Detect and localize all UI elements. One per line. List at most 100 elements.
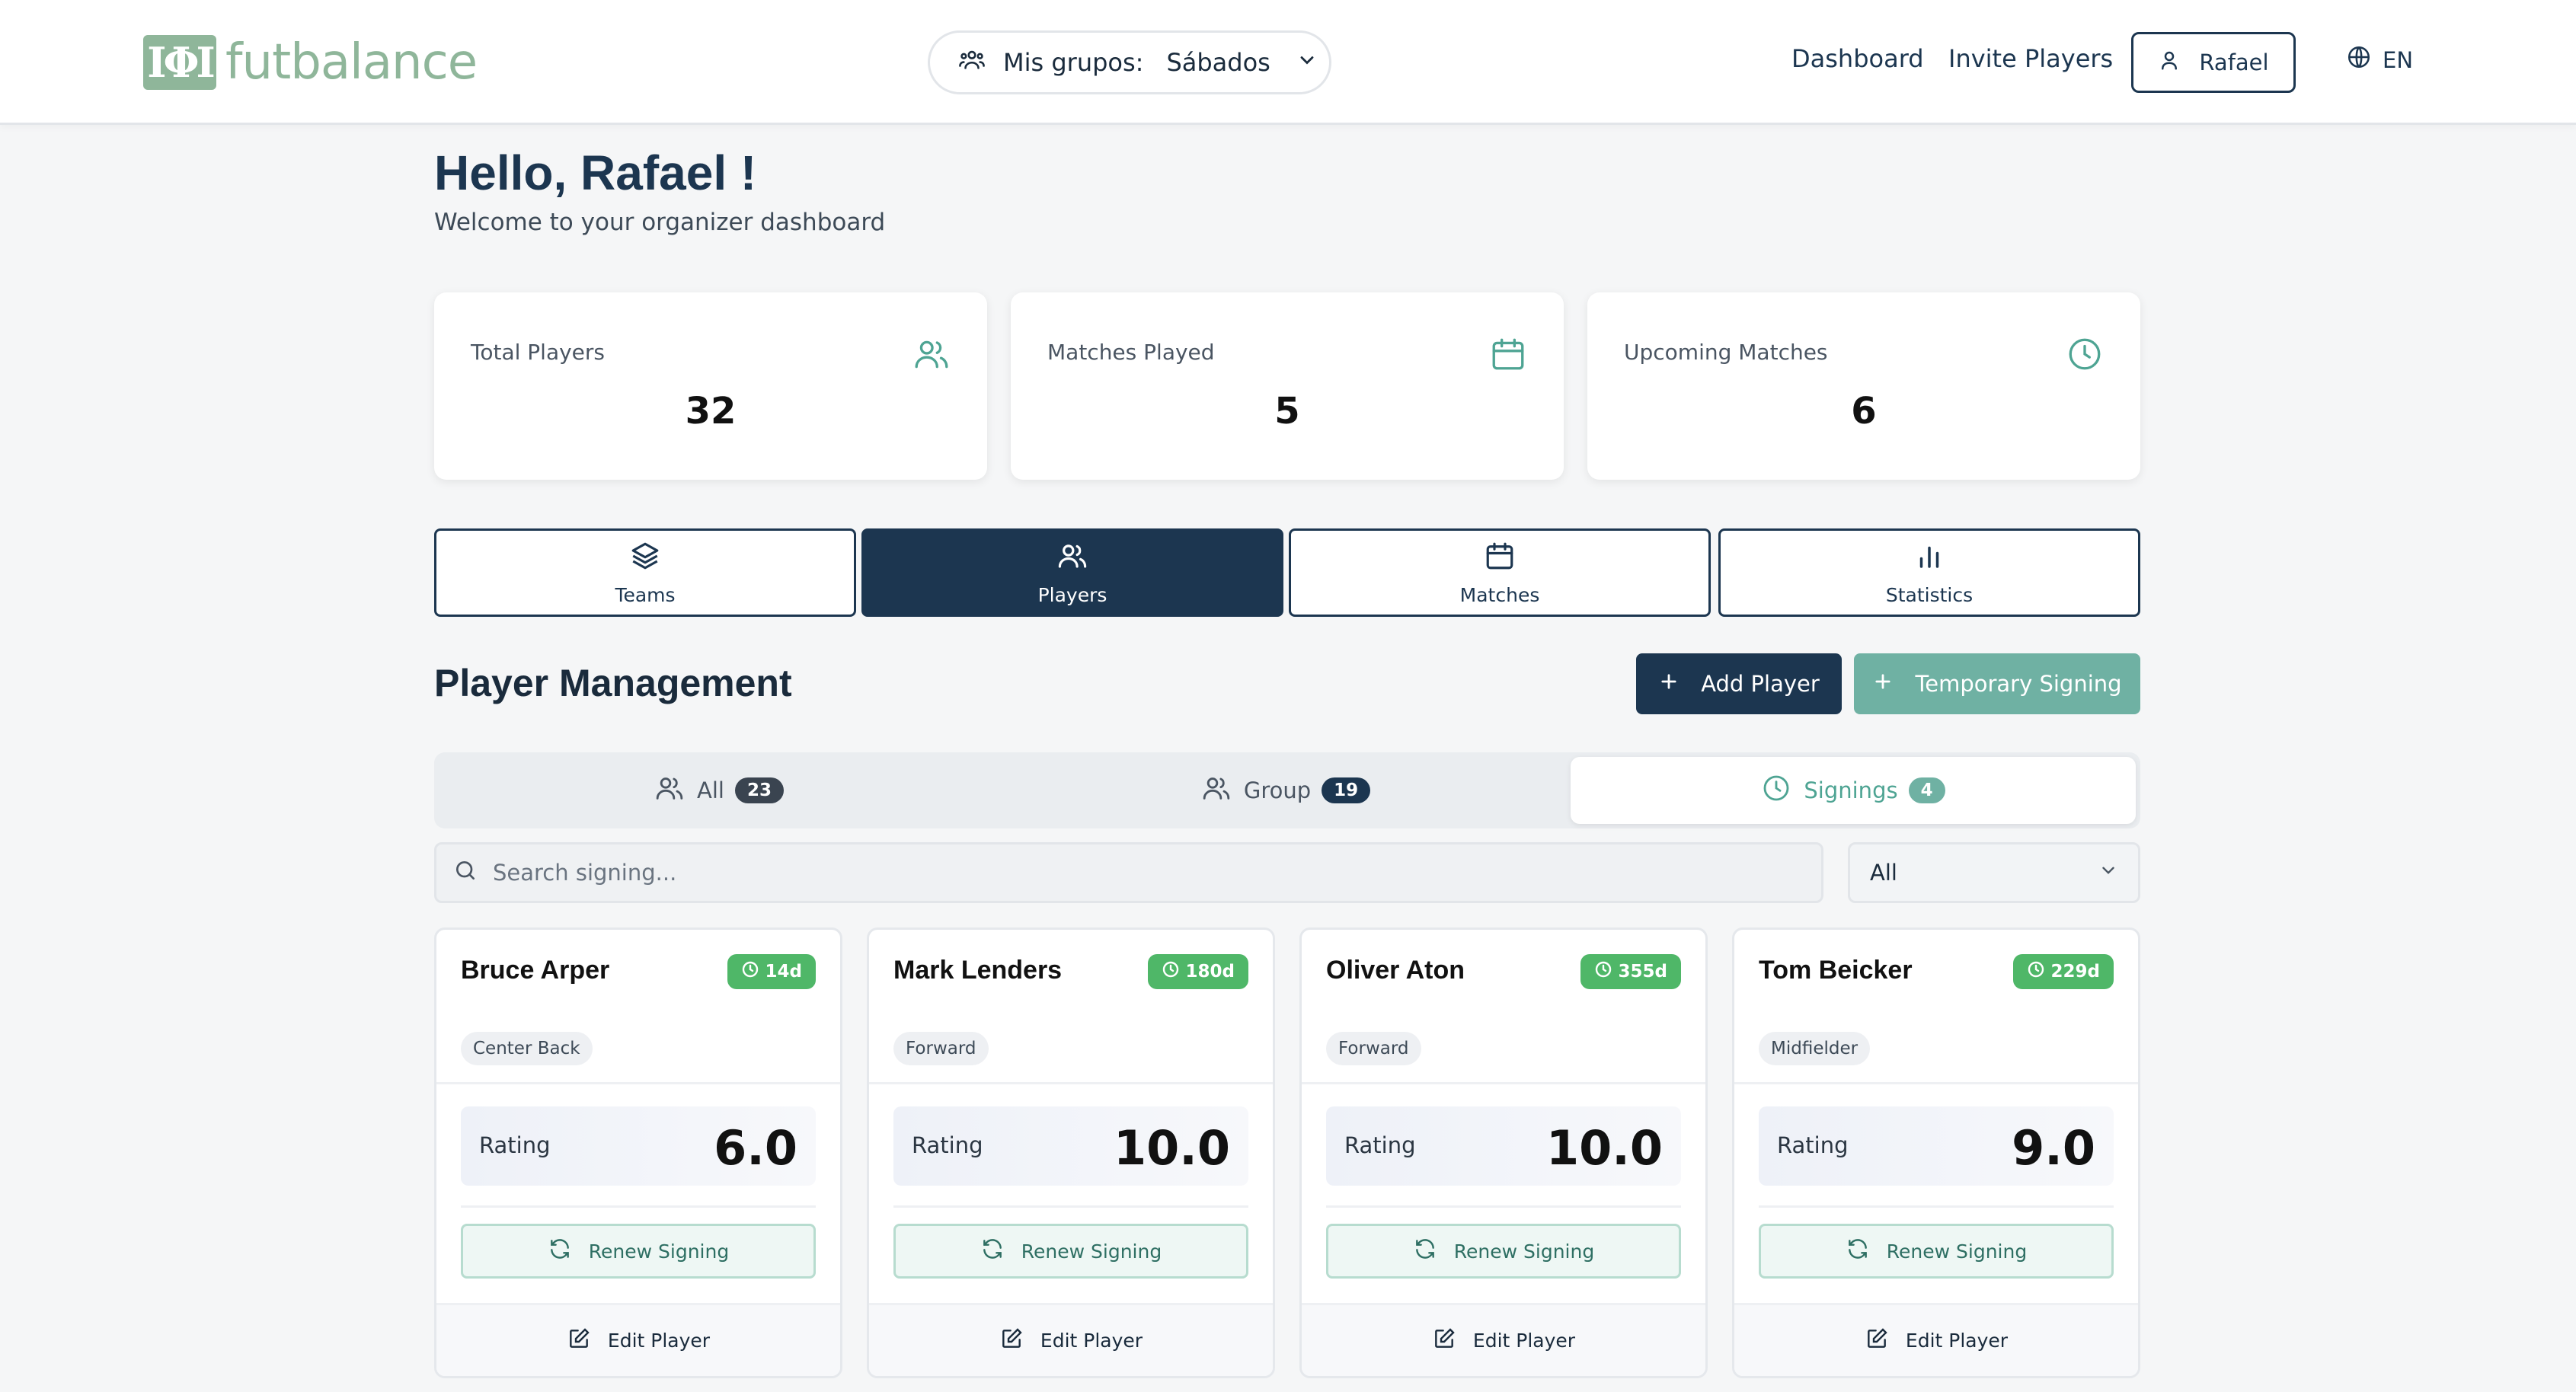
player-name: Mark Lenders [893, 956, 1063, 985]
rating-value: 10.0 [1546, 1120, 1663, 1176]
count-badge: 19 [1322, 777, 1371, 803]
renew-signing-button[interactable]: Renew Signing [893, 1224, 1248, 1279]
rating-label: Rating [479, 1132, 551, 1158]
filter-label: Group [1243, 777, 1312, 803]
days-remaining: 229d [2050, 962, 2100, 982]
rating-value: 6.0 [714, 1120, 797, 1176]
renew-signing-button[interactable]: Renew Signing [461, 1224, 816, 1279]
tab-teams[interactable]: Teams [434, 528, 856, 617]
renew-signing-button[interactable]: Renew Signing [1326, 1224, 1681, 1279]
stat-value: 5 [1274, 390, 1300, 433]
edit-player-button[interactable]: Edit Player [1734, 1303, 2138, 1376]
filter-tab-group[interactable]: Group 19 [1005, 757, 1566, 824]
days-remaining: 14d [765, 962, 802, 982]
layers-icon [629, 540, 661, 576]
filter-label: Signings [1804, 777, 1898, 803]
plus-icon [1872, 671, 1894, 698]
position-tag: Center Back [461, 1032, 593, 1065]
page-subtitle: Welcome to your organizer dashboard [434, 209, 886, 236]
user-menu-button[interactable]: Rafael [2131, 32, 2296, 93]
filter-tab-signings[interactable]: Signings 4 [1571, 757, 2136, 824]
rating-value: 9.0 [2012, 1120, 2095, 1176]
edit-icon [1432, 1327, 1456, 1355]
clock-icon [2027, 960, 2045, 983]
renew-label: Renew Signing [1453, 1240, 1595, 1263]
days-remaining: 355d [1618, 962, 1667, 982]
calendar-icon [1484, 540, 1516, 576]
user-icon [2158, 49, 2181, 77]
temporary-signing-button[interactable]: Temporary Signing [1854, 653, 2140, 714]
users-icon [1201, 773, 1232, 809]
refresh-icon [548, 1237, 572, 1266]
rating-box: Rating 6.0 [461, 1106, 816, 1186]
logo-mark-icon: IΦI [143, 35, 216, 90]
rating-value: 10.0 [1114, 1120, 1230, 1176]
position-tag: Forward [893, 1032, 989, 1065]
add-player-button[interactable]: Add Player [1636, 653, 1842, 714]
clock-icon [741, 960, 759, 983]
search-icon [453, 858, 478, 888]
renew-signing-button[interactable]: Renew Signing [1759, 1224, 2114, 1279]
days-remaining: 180d [1185, 962, 1235, 982]
refresh-icon [980, 1237, 1005, 1266]
edit-player-button[interactable]: Edit Player [869, 1303, 1273, 1376]
nav-invite-players-link[interactable]: Invite Players [1948, 44, 2114, 73]
tab-players[interactable]: Players [861, 528, 1283, 617]
renew-label: Renew Signing [1886, 1240, 2028, 1263]
group-label: Mis grupos: [1003, 48, 1144, 77]
nav-dashboard-link[interactable]: Dashboard [1791, 44, 1924, 73]
days-remaining-badge: 14d [727, 954, 816, 989]
divider [869, 1082, 1273, 1084]
stat-value: 32 [685, 390, 737, 433]
tab-label: Statistics [1885, 583, 1974, 606]
count-badge: 23 [734, 777, 784, 803]
edit-label: Edit Player [1040, 1330, 1143, 1352]
stat-label: Matches Played [1047, 340, 1215, 365]
edit-label: Edit Player [1905, 1330, 2009, 1352]
position-filter-select[interactable]: All [1848, 842, 2140, 903]
search-input[interactable] [493, 860, 1711, 886]
rating-box: Rating 9.0 [1759, 1106, 2114, 1186]
clock-icon [1162, 960, 1180, 983]
group-icon [957, 46, 986, 78]
language-selector[interactable]: EN [2346, 44, 2413, 75]
users-icon [1056, 540, 1088, 576]
edit-icon [567, 1327, 591, 1355]
tab-matches[interactable]: Matches [1289, 528, 1711, 617]
divider [1759, 1205, 2114, 1208]
bar-chart-icon [1913, 540, 1945, 576]
stat-label: Upcoming Matches [1624, 340, 1828, 365]
brand-logo[interactable]: IΦI futbalance [143, 34, 478, 91]
group-selector[interactable]: Mis grupos: Sábados [928, 30, 1331, 94]
edit-icon [1865, 1327, 1889, 1355]
brand-name: futbalance [225, 34, 478, 91]
rating-box: Rating 10.0 [1326, 1106, 1681, 1186]
stat-card-matches-played: Matches Played 5 [1011, 292, 1564, 480]
divider [893, 1205, 1248, 1208]
users-icon [654, 773, 685, 809]
edit-player-button[interactable]: Edit Player [436, 1303, 840, 1376]
language-code: EN [2383, 46, 2414, 73]
tab-label: Matches [1459, 583, 1540, 606]
filter-tab-all[interactable]: All 23 [439, 757, 999, 824]
divider [436, 1082, 840, 1084]
rating-label: Rating [1777, 1132, 1849, 1158]
divider [1302, 1082, 1705, 1084]
count-badge: 4 [1908, 777, 1945, 803]
calendar-icon [1489, 335, 1527, 376]
days-remaining-badge: 355d [1580, 954, 1681, 989]
edit-player-button[interactable]: Edit Player [1302, 1303, 1705, 1376]
plus-icon [1658, 671, 1680, 698]
rating-box: Rating 10.0 [893, 1106, 1248, 1186]
player-filter-tabs: All 23 Group 19 Signings 4 [434, 752, 2140, 828]
player-card: Bruce Arper 14d Center Back Rating 6.0 R… [434, 927, 842, 1378]
clock-icon [1761, 773, 1791, 809]
edit-label: Edit Player [1472, 1330, 1576, 1352]
tab-statistics[interactable]: Statistics [1718, 528, 2140, 617]
add-player-label: Add Player [1701, 671, 1820, 697]
refresh-icon [1413, 1237, 1437, 1266]
filter-label: All [697, 777, 724, 803]
temporary-signing-label: Temporary Signing [1915, 671, 2122, 697]
position-tag: Forward [1326, 1032, 1421, 1065]
globe-icon [2346, 44, 2372, 75]
